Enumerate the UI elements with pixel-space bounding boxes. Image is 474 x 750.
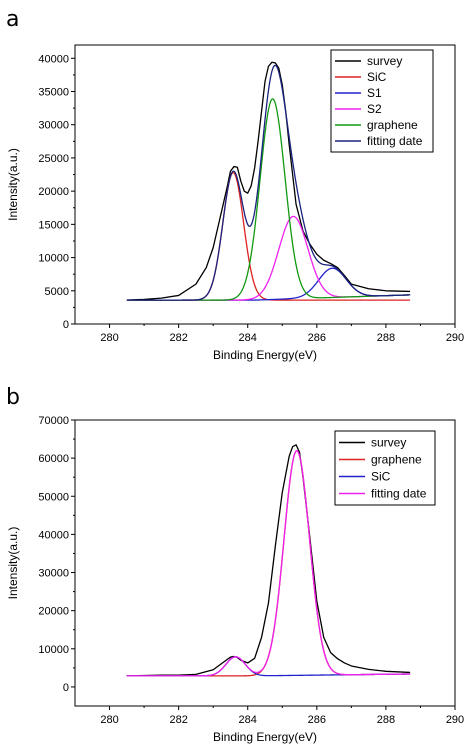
- panel-b-y-tick-label: 10000: [38, 644, 69, 656]
- panel-a-y-tick-label: 25000: [38, 153, 69, 165]
- panel-a-x-axis-title: Binding Energy(eV): [213, 348, 317, 362]
- panel-b-x-tick-label: 282: [169, 714, 187, 726]
- panel-b-x-tick-label: 290: [446, 714, 464, 726]
- panel-b-y-tick-label: 70000: [38, 415, 69, 427]
- panel-b-y-tick-label: 60000: [38, 453, 69, 465]
- panel-a-y-tick-label: 15000: [38, 219, 69, 231]
- panel-b-y-tick-label: 0: [63, 682, 69, 694]
- panel-a-y-tick-label: 35000: [38, 87, 69, 99]
- panel-a-series-s2-line: [126, 215, 411, 301]
- panel-b-legend-label-sic: SiC: [371, 470, 391, 484]
- panel-b-x-axis-title: Binding Energy(eV): [213, 730, 317, 744]
- panel-letter-a: a: [6, 7, 19, 32]
- panel-a-x-tick-label: 280: [100, 332, 118, 344]
- panel-b-legend-label-graphene: graphene: [371, 453, 422, 467]
- panel-b-legend-box: [334, 430, 436, 506]
- panel-a-series-fitting-date-line: [126, 64, 411, 301]
- panel-b-x-tick-label: 286: [308, 714, 326, 726]
- panel-a-legend-box: [330, 49, 434, 153]
- panel-a-y-tick-label: 40000: [38, 53, 69, 65]
- panel-a-x-tick-label: 282: [169, 332, 187, 344]
- panel-a-series-survey-line: [126, 61, 411, 301]
- panel-b-legend-label-fitting-date: fitting date: [371, 487, 427, 501]
- panel-a-x-tick-label: 290: [446, 332, 464, 344]
- panel-b-y-tick-label: 40000: [38, 529, 69, 541]
- panel-b-x-tick-label: 280: [100, 714, 118, 726]
- panel-b-series-fitting-date-line: [126, 450, 411, 677]
- panel-a-legend-label-s1: S1: [367, 86, 382, 100]
- panel-b-series-survey-line: [126, 444, 411, 677]
- panel-b-plot-frame: [74, 419, 456, 707]
- panel-b-y-tick-label: 20000: [38, 606, 69, 618]
- panel-b-y-tick-label: 30000: [38, 568, 69, 580]
- panel-a-x-tick-label: 284: [239, 332, 257, 344]
- chart-panel-a: 280 282 284 286 288 290 0 5000 10000 15000 20000 25…: [6, 44, 464, 362]
- panel-a-y-tick-label: 20000: [38, 186, 69, 198]
- panel-b-series-sic-line: [126, 656, 411, 677]
- panel-b-x-tick-label: 284: [239, 714, 257, 726]
- panel-a-y-tick-label: 30000: [38, 120, 69, 132]
- panel-b-legend-label-survey: survey: [371, 436, 406, 450]
- panel-a-plot-frame: [74, 44, 456, 325]
- chart-panel-b: 280 282 284 286 288 290 0 10000 20000 30000 40000 5…: [6, 415, 464, 744]
- panel-a-x-tick-label: 288: [377, 332, 395, 344]
- panel-a-y-tick-label: 5000: [45, 286, 69, 298]
- panel-a-legend-label-sic: SiC: [367, 70, 387, 84]
- panel-b-x-tick-label: 288: [377, 714, 395, 726]
- panel-b-y-tick-label: 50000: [38, 491, 69, 503]
- panel-a-legend-label-fitting-date: fitting date: [367, 134, 423, 148]
- panel-a-legend-label-graphene: graphene: [367, 118, 418, 132]
- panel-a-legend-label-s2: S2: [367, 102, 382, 116]
- panel-a-legend-label-survey: survey: [367, 54, 402, 68]
- panel-a-y-tick-label: 0: [63, 319, 69, 331]
- panel-a-x-tick-label: 286: [308, 332, 326, 344]
- panel-b-y-axis-title: Intensity(a.u.): [6, 527, 20, 600]
- panel-letter-b: b: [6, 385, 20, 410]
- panel-a-y-tick-label: 10000: [38, 253, 69, 265]
- panel-a-y-axis-title: Intensity(a.u.): [6, 148, 20, 221]
